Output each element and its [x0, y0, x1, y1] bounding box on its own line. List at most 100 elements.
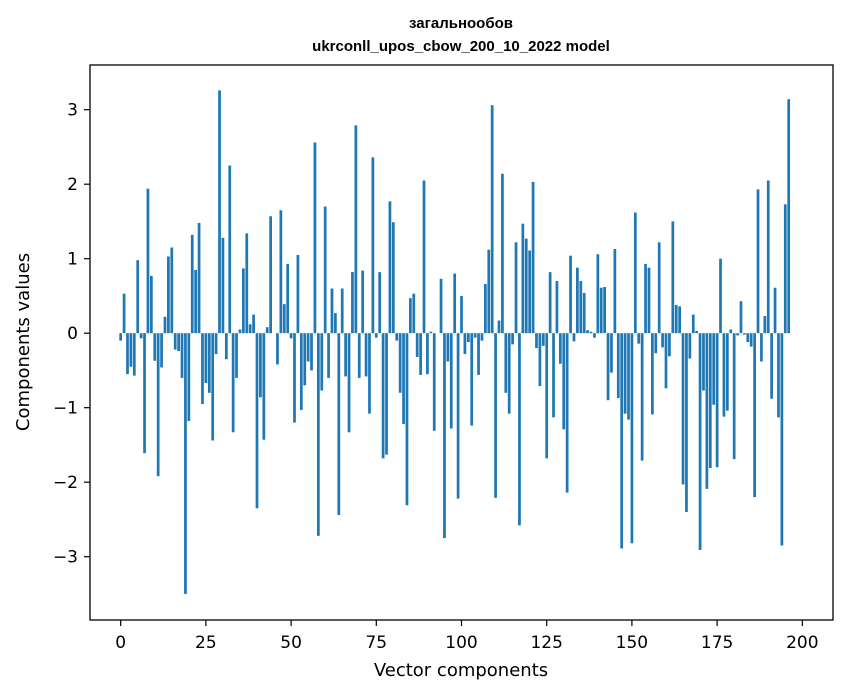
bar [606, 333, 610, 401]
bar [299, 333, 303, 410]
bar [446, 333, 450, 362]
bar [160, 333, 163, 368]
bar [548, 272, 552, 334]
bar [749, 333, 753, 347]
y-tick-label: −2 [53, 473, 78, 493]
bar [521, 223, 525, 334]
bar [695, 330, 699, 334]
bar [657, 242, 661, 334]
bar [259, 333, 262, 398]
bar [719, 258, 722, 334]
bar [630, 333, 634, 544]
bar [388, 201, 392, 334]
bar [732, 333, 736, 460]
bar [347, 333, 351, 433]
bar [167, 256, 170, 334]
bar [743, 333, 746, 335]
bar [511, 333, 514, 345]
x-tick-label: 0 [115, 633, 126, 653]
bar [770, 333, 774, 399]
bar [610, 333, 613, 373]
bar [674, 304, 678, 334]
bar [654, 333, 658, 354]
bar [146, 188, 150, 334]
bar [671, 221, 675, 334]
bar [395, 333, 399, 341]
bar [224, 333, 228, 360]
bar [429, 331, 433, 334]
bar [255, 333, 259, 509]
bar [722, 333, 726, 417]
bar [265, 327, 269, 334]
bar [357, 333, 361, 378]
bar [368, 333, 371, 414]
bar [753, 333, 756, 498]
y-tick-label: 3 [67, 101, 78, 121]
bar [582, 292, 586, 334]
bar [405, 333, 409, 506]
bar [391, 222, 395, 334]
bar [313, 142, 317, 334]
bar [545, 333, 549, 459]
bar [460, 295, 463, 334]
y-axis-label: Components values [13, 253, 34, 431]
x-tick-label: 175 [701, 633, 733, 653]
bar [320, 333, 324, 391]
bar [184, 333, 187, 594]
bar [603, 287, 607, 334]
bar [681, 333, 685, 485]
bar [562, 333, 566, 430]
bar [702, 333, 705, 391]
bar [507, 333, 511, 414]
bar [736, 333, 739, 336]
bar [528, 250, 532, 334]
bar [409, 298, 412, 334]
bar [153, 333, 157, 361]
bar [385, 333, 388, 455]
bar [306, 333, 310, 362]
bar [381, 333, 385, 459]
bar [156, 333, 160, 477]
bar [616, 333, 620, 398]
bar [552, 333, 555, 418]
bar [327, 333, 330, 378]
bar [651, 333, 654, 415]
bar [415, 333, 419, 358]
bar [466, 333, 470, 343]
bar [364, 333, 368, 377]
bar [361, 270, 365, 334]
bar [678, 306, 681, 334]
bar [783, 204, 787, 334]
bar [245, 233, 249, 334]
x-tick-label: 75 [365, 633, 387, 653]
bar [443, 333, 446, 539]
bar [780, 333, 784, 546]
bar [412, 293, 416, 334]
bar [276, 333, 279, 365]
bar [129, 333, 133, 367]
chart-title-line1: загальнообов [409, 15, 513, 32]
bar [126, 333, 129, 375]
bar [576, 267, 579, 334]
bar [252, 314, 255, 334]
bar [620, 333, 624, 549]
bar [463, 333, 467, 355]
bar [143, 333, 146, 454]
bar [197, 222, 201, 334]
bar [504, 333, 508, 393]
bar [572, 333, 576, 342]
bar [763, 316, 767, 334]
bar [340, 288, 344, 334]
bar [235, 333, 238, 378]
y-axis: −3 −2 −1 0 1 2 3 [53, 101, 90, 568]
bar [555, 281, 559, 334]
bar [316, 333, 320, 536]
bar [586, 330, 589, 334]
bar [402, 333, 405, 425]
x-axis-label: Vector components [374, 660, 548, 681]
bar [535, 333, 538, 349]
bar [296, 254, 300, 334]
x-tick-label: 125 [530, 633, 562, 653]
bar [426, 333, 429, 375]
